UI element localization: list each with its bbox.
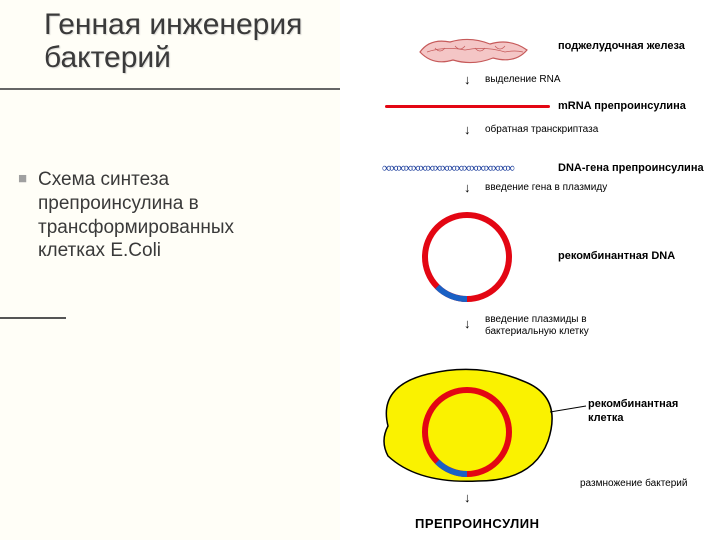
label-step-intobact: введение плазмиды в xyxy=(485,314,587,325)
bullet-square: ■ xyxy=(18,170,27,187)
label-step-intobact2: бактериальную клетку xyxy=(485,326,589,337)
body-line-2: препроинсулина в xyxy=(38,193,199,214)
label-dna-gene: DNA-гена препроинсулина xyxy=(558,162,704,174)
body-line-4: клетках E.Coli xyxy=(38,240,161,261)
pancreas-icon xyxy=(415,30,535,75)
plasmid-ring-1 xyxy=(415,205,519,314)
arrow-2: ↓ xyxy=(464,122,471,137)
arrow-1: ↓ xyxy=(464,72,471,87)
label-pancreas: поджелудочная железа xyxy=(558,40,685,52)
plasmid-ring-2 xyxy=(415,380,519,489)
slide-title: Генная инженерия бактерий xyxy=(44,8,302,74)
mrna-line xyxy=(385,105,550,108)
title-line-2: бактерий xyxy=(44,41,171,74)
label-mrna: mRNA препроинсулина xyxy=(558,100,686,112)
label-recomb-dna: рекомбинантная DNA xyxy=(558,250,675,262)
arrow-4: ↓ xyxy=(464,316,471,331)
connector-line xyxy=(550,400,590,420)
body-line-3: трансформированных xyxy=(38,217,234,238)
left-rule xyxy=(0,317,66,319)
diagram-panel: поджелудочная железа ↓ выделение RNA mRN… xyxy=(340,0,720,540)
body-text: Схема синтеза препроинсулина в трансформ… xyxy=(38,168,308,263)
body-line-1: Схема синтеза xyxy=(38,169,169,190)
label-recomb-cell: рекомбинантная xyxy=(588,398,678,410)
label-step-mult: размножение бактерий xyxy=(580,478,687,489)
dna-helix: ∞∞∞∞∞∞∞∞∞∞∞∞∞∞∞∞∞∞ xyxy=(382,160,513,176)
arrow-3: ↓ xyxy=(464,180,471,195)
title-line-1: Генная инженерия xyxy=(44,8,302,41)
label-step-rna: выделение RNA xyxy=(485,74,561,85)
label-step-plasmid: введение гена в плазмиду xyxy=(485,182,607,193)
label-final: ПРЕПРОИНСУЛИН xyxy=(415,516,540,531)
title-underline xyxy=(0,88,340,90)
arrow-5: ↓ xyxy=(464,490,471,505)
label-recomb-cell2: клетка xyxy=(588,412,623,424)
label-step-reverse: обратная транскриптаза xyxy=(485,124,598,135)
